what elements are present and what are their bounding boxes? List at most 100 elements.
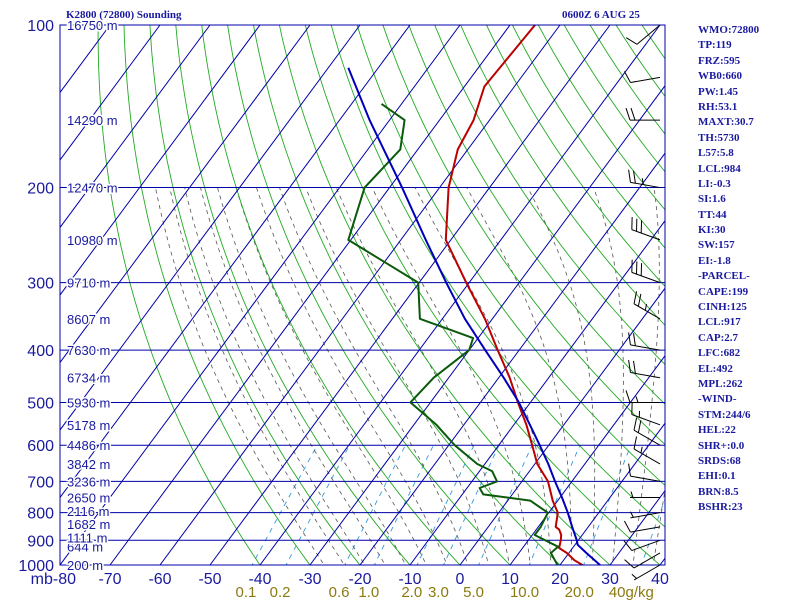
- dry-adiabat: [123, 25, 311, 565]
- moist-adiabat: [632, 187, 660, 565]
- height-label: 10980 m: [67, 233, 118, 248]
- isotherm: [309, 84, 665, 565]
- barb-flag: [623, 540, 633, 551]
- wind-barb: [625, 390, 660, 403]
- index-item: LCL:984: [698, 162, 741, 175]
- dry-adiabat: [486, 25, 665, 288]
- index-item: TH:5730: [698, 131, 740, 144]
- height-label: 16750 m: [67, 18, 118, 33]
- height-label: 6734 m: [67, 371, 110, 386]
- index-item: TP:119: [698, 39, 732, 52]
- index-item: EL:492: [698, 362, 733, 375]
- wind-barb: [623, 520, 661, 533]
- barb-flag: [628, 169, 631, 183]
- wind-barb: [625, 107, 660, 121]
- index-item: WB0:660: [698, 70, 742, 83]
- index-item: L57:5.8: [698, 147, 734, 160]
- barb-flag: [633, 436, 638, 450]
- index-item: LCL:917: [698, 316, 741, 329]
- barb-half-flag: [629, 511, 634, 518]
- barb-shaft: [630, 512, 661, 519]
- mixing-ratio-line: [416, 445, 475, 565]
- barb-half-flag: [630, 491, 634, 498]
- height-label: 1682 m: [67, 517, 110, 532]
- index-item: SW:157: [698, 239, 735, 252]
- isotherm: [409, 219, 665, 565]
- wind-barb: [633, 291, 661, 320]
- isotherm: [159, 25, 561, 565]
- temperature-label: 40: [651, 571, 669, 588]
- dry-adiabat: [460, 25, 665, 326]
- index-item: -PARCEL-: [698, 270, 750, 283]
- moist-adiabat: [279, 187, 469, 565]
- index-item: CAP:2.7: [698, 331, 739, 344]
- mixing-ratio-line: [344, 444, 406, 565]
- index-item: KI:30: [698, 224, 726, 237]
- isotherm: [60, 25, 311, 364]
- isotherm: [60, 25, 211, 229]
- mixing-ratio-line: [640, 498, 665, 565]
- moist-adiabat: [184, 187, 366, 565]
- wind-barb: [625, 24, 661, 45]
- index-item: -WIND-: [698, 393, 737, 406]
- wind-barb: [631, 259, 661, 284]
- moist-adiabat: [155, 187, 325, 565]
- index-item: BSHR:23: [698, 501, 743, 514]
- dry-adiabat: [537, 25, 665, 211]
- barb-shaft: [630, 76, 661, 84]
- index-item: MAXT:30.7: [698, 116, 754, 129]
- height-label: 8607 m: [67, 312, 110, 327]
- dry-adiabat: [356, 25, 665, 486]
- index-item: SI:1.6: [698, 193, 726, 206]
- index-item: LFC:682: [698, 347, 741, 360]
- pressure-label: 100: [27, 18, 54, 35]
- isotherm: [459, 287, 665, 565]
- isotherm: [259, 25, 661, 565]
- temperature-label: -60: [148, 571, 171, 588]
- height-label: 200 m: [67, 558, 103, 573]
- plot-frame: [59, 24, 666, 566]
- moist-adiabat: [256, 187, 448, 565]
- pressure-label: 700: [27, 474, 54, 491]
- isotherm: [509, 354, 665, 565]
- isotherm: [209, 25, 611, 565]
- barb-flag: [625, 107, 631, 121]
- barb-flag: [623, 520, 631, 533]
- temperature-label: -20: [348, 571, 371, 588]
- height-label: 4486 m: [67, 438, 110, 453]
- height-label: 1111 m: [67, 530, 107, 545]
- height-label: 14290 m: [67, 113, 118, 128]
- barb-flag: [625, 390, 631, 403]
- temperature-label: -30: [298, 571, 321, 588]
- isotherm: [60, 25, 361, 431]
- height-label: 2650 m: [67, 491, 110, 506]
- index-item: LI:-0.3: [698, 177, 731, 190]
- index-item: SHR+:0.0: [698, 439, 745, 452]
- dry-adiabat: [330, 25, 665, 528]
- wind-barb: [629, 511, 661, 519]
- moist-adiabat: [652, 487, 665, 565]
- barb-shaft: [633, 448, 661, 465]
- barb-flag: [633, 170, 636, 184]
- mixing-ratio-label: 0.1: [236, 584, 257, 600]
- moist-adiabat: [235, 187, 427, 565]
- isotherm: [60, 25, 161, 161]
- wind-barb: [623, 71, 661, 84]
- pressure-label: 200: [27, 181, 54, 198]
- temperature-label: -40: [248, 571, 271, 588]
- mixing-ratio-line: [443, 445, 500, 565]
- moist-adiabat: [305, 187, 490, 565]
- dry-adiabat: [149, 25, 361, 565]
- mixing-ratio-line: [373, 444, 434, 565]
- dry-adiabat: [253, 25, 561, 565]
- wind-barb: [628, 359, 661, 379]
- temperature-label: mb-80: [31, 571, 76, 588]
- mixing-ratio-line: [528, 445, 581, 565]
- height-label: 5930 m: [67, 395, 110, 410]
- wind-barb: [628, 332, 661, 351]
- moist-adiabat: [414, 187, 552, 565]
- index-item: CAPE:199: [698, 285, 749, 298]
- mixing-ratio-line: [478, 445, 533, 565]
- height-label: 12470 m: [67, 181, 118, 196]
- plot-area: [60, 25, 665, 565]
